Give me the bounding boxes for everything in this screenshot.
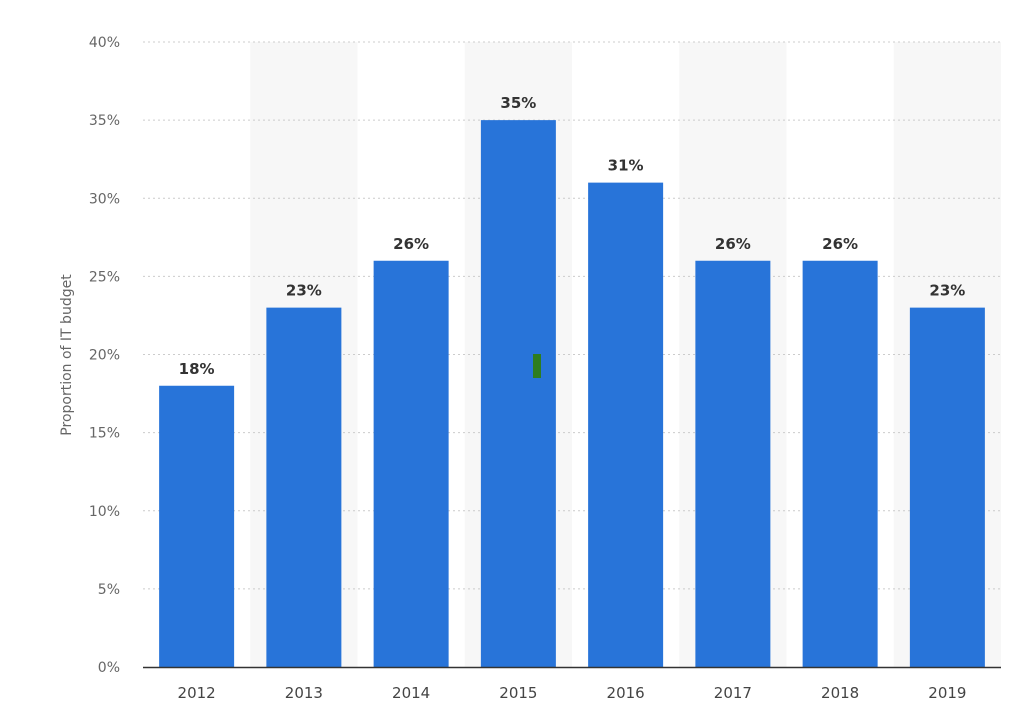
x-tick-label: 2018: [821, 684, 859, 702]
x-tick-label: 2013: [285, 684, 323, 702]
x-tick-label: 2017: [714, 684, 752, 702]
bar: [373, 260, 449, 667]
y-tick-label: 35%: [89, 113, 120, 129]
y-tick-label: 15%: [89, 426, 120, 442]
y-tick-label: 25%: [89, 269, 120, 285]
data-label: 26%: [822, 235, 858, 253]
data-label: 35%: [500, 94, 536, 112]
y-tick-label: 40%: [89, 35, 120, 51]
data-label: 26%: [715, 235, 751, 253]
y-tick-label: 30%: [89, 191, 120, 207]
x-tick-label: 2014: [392, 684, 430, 702]
data-label: 23%: [929, 282, 965, 300]
bar: [802, 260, 878, 667]
y-axis-title: Proportion of IT budget: [59, 274, 75, 436]
x-tick-label: 2015: [499, 684, 537, 702]
bar: [588, 182, 664, 667]
x-axis-ticks: 2012 2013 2014 2015 2016 2017 2018 2019: [178, 684, 967, 702]
y-axis-ticks: 0% 5% 10% 15% 20% 25% 30% 35% 40%: [89, 35, 120, 676]
bars: [159, 120, 985, 667]
bar: [159, 385, 235, 667]
x-tick-label: 2016: [607, 684, 645, 702]
x-tick-label: 2019: [928, 684, 966, 702]
bar: [480, 120, 556, 667]
bar: [266, 307, 342, 667]
y-tick-label: 20%: [89, 348, 120, 364]
bar: [695, 260, 771, 667]
cursor-marker: [533, 354, 541, 378]
data-label: 26%: [393, 235, 429, 253]
data-label: 23%: [286, 282, 322, 300]
y-tick-label: 10%: [89, 504, 120, 520]
data-labels: 18% 23% 26% 35% 31% 26% 26% 23%: [179, 94, 966, 378]
y-tick-label: 5%: [98, 582, 120, 598]
x-tick-label: 2012: [178, 684, 216, 702]
y-tick-label: 0%: [98, 660, 120, 676]
data-label: 31%: [608, 157, 644, 175]
data-label: 18%: [179, 360, 215, 378]
bar: [909, 307, 985, 667]
